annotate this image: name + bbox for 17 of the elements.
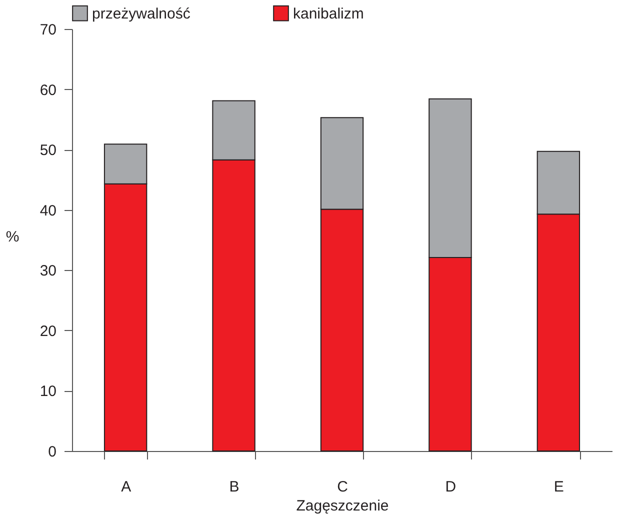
y-tick-label: 60 xyxy=(40,82,56,99)
x-tick-label: B xyxy=(229,478,240,496)
y-tick-label: 50 xyxy=(40,142,56,160)
y-tick-label: 20 xyxy=(40,322,56,340)
x-axis-title: Zagęszczenie xyxy=(296,498,389,514)
y-tick-label: 0 xyxy=(48,444,56,460)
y-tick-label: 30 xyxy=(40,262,56,280)
legend-label: przeżywalność xyxy=(92,5,191,22)
y-axis-title: % xyxy=(6,228,20,246)
x-tick-label: A xyxy=(121,478,132,496)
y-tick-label: 10 xyxy=(40,383,56,400)
legend-label: kanibalizm xyxy=(293,5,364,22)
y-tick-label: 70 xyxy=(40,22,56,38)
x-tick-label: E xyxy=(554,478,564,496)
x-tick-label: D xyxy=(445,478,456,496)
y-tick-label: 40 xyxy=(40,202,56,220)
x-tick-label: C xyxy=(337,478,348,496)
